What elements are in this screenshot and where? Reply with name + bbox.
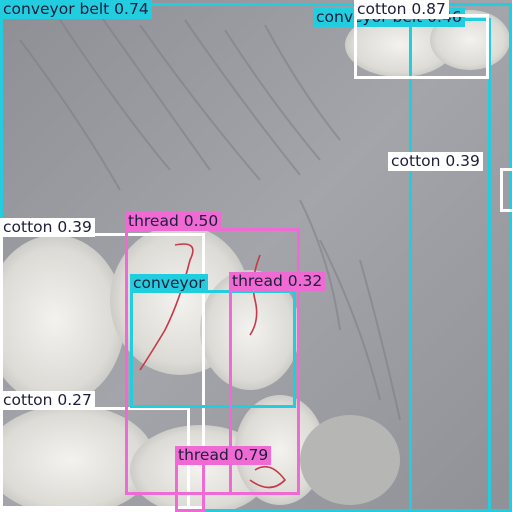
cotton-label: cotton 0.39 [388,152,483,171]
cotton-label: cotton 0.87 [354,0,449,19]
red-threads [139,243,287,489]
conveyor-label: conveyor [130,274,208,293]
conveyor-box [130,290,296,408]
thread-box [175,462,205,512]
cotton-label: cotton 0.27 [0,391,95,410]
cotton-label: cotton 0.39 [0,218,95,237]
cotton-box [0,233,205,509]
cotton-box [354,14,489,79]
cotton-box [500,168,512,212]
cotton-clumps [0,10,510,512]
thread-label: thread 0.79 [175,446,272,465]
belt-streaks [19,14,401,421]
conveyor-belt-label: conveyor belt 0.74 [0,0,152,19]
conveyor-belt-box [409,18,491,512]
thread-label: thread 0.32 [229,272,326,291]
thread-label: thread 0.50 [125,212,222,231]
